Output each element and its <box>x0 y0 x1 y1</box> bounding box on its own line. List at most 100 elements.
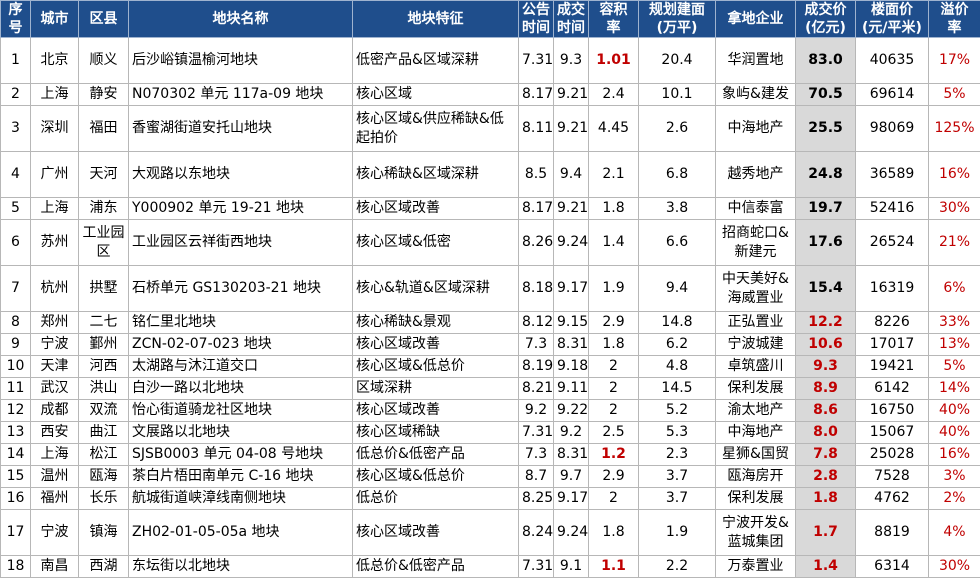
table-cell: 1.8 <box>589 198 639 220</box>
table-cell: 石桥单元 GS130203-21 地块 <box>129 266 353 312</box>
table-cell: 3% <box>929 466 980 488</box>
table-cell: 中海地产 <box>716 106 796 152</box>
table-cell: 7.31 <box>519 556 554 578</box>
header-cell: 区县 <box>79 1 129 38</box>
table-cell: 中海地产 <box>716 422 796 444</box>
table-cell: Y000902 单元 19-21 地块 <box>129 198 353 220</box>
table-cell: 9.15 <box>554 312 589 334</box>
table-cell: 9.4 <box>554 152 589 198</box>
table-cell: 1.8 <box>796 488 856 510</box>
table-cell: 2 <box>1 84 31 106</box>
table-cell: 1.9 <box>639 510 716 556</box>
table-cell: 3.8 <box>639 198 716 220</box>
table-cell: 中天美好&海威置业 <box>716 266 796 312</box>
table-cell: 3 <box>1 106 31 152</box>
table-cell: 7528 <box>856 466 929 488</box>
table-cell: 北京 <box>31 38 79 84</box>
table-cell: 浦东 <box>79 198 129 220</box>
table-cell: 成都 <box>31 400 79 422</box>
table-cell: 低总价 <box>353 488 519 510</box>
table-cell: 13% <box>929 334 980 356</box>
table-cell: 瓯海房开 <box>716 466 796 488</box>
table-cell: 2.1 <box>589 152 639 198</box>
table-cell: 40635 <box>856 38 929 84</box>
table-cell: 9.22 <box>554 400 589 422</box>
table-cell: 1.7 <box>796 510 856 556</box>
table-cell: 西湖 <box>79 556 129 578</box>
table-cell: 象屿&建发 <box>716 84 796 106</box>
table-cell: 9.7 <box>554 466 589 488</box>
table-cell: 7.8 <box>796 444 856 466</box>
header-row: 序 号城市区县地块名称地块特征公告 时间成交 时间容积 率规划建面 (万平)拿地… <box>1 1 980 38</box>
table-cell: 9.24 <box>554 220 589 266</box>
table-cell: 16 <box>1 488 31 510</box>
table-cell: 宁波 <box>31 510 79 556</box>
table-cell: 天河 <box>79 152 129 198</box>
table-cell: 静安 <box>79 84 129 106</box>
table-cell: 7.31 <box>519 38 554 84</box>
table-cell: 21% <box>929 220 980 266</box>
table-cell: 2.8 <box>796 466 856 488</box>
table-cell: 40% <box>929 400 980 422</box>
table-cell: 3.7 <box>639 488 716 510</box>
table-cell: 洪山 <box>79 378 129 400</box>
table-cell: 4.45 <box>589 106 639 152</box>
table-cell: 渝太地产 <box>716 400 796 422</box>
table-cell: 6 <box>1 220 31 266</box>
table-cell: 4.8 <box>639 356 716 378</box>
table-cell: 南昌 <box>31 556 79 578</box>
table-cell: 33% <box>929 312 980 334</box>
table-cell: 9.2 <box>554 422 589 444</box>
table-cell: 8.6 <box>796 400 856 422</box>
table-cell: 宁波开发&蓝城集团 <box>716 510 796 556</box>
table-cell: 12.2 <box>796 312 856 334</box>
header-cell: 序 号 <box>1 1 31 38</box>
table-cell: 13 <box>1 422 31 444</box>
table-cell: 9.2 <box>519 400 554 422</box>
table-cell: 8.31 <box>554 334 589 356</box>
table-cell: 10.1 <box>639 84 716 106</box>
table-cell: 低总价&低密产品 <box>353 556 519 578</box>
table-cell: 4762 <box>856 488 929 510</box>
table-cell: 8.21 <box>519 378 554 400</box>
table-cell: 17% <box>929 38 980 84</box>
table-cell: 6% <box>929 266 980 312</box>
table-cell: 香蜜湖街道安托山地块 <box>129 106 353 152</box>
table-cell: 9.1 <box>554 556 589 578</box>
table-cell: 6142 <box>856 378 929 400</box>
table-cell: 长乐 <box>79 488 129 510</box>
table-cell: 2 <box>589 400 639 422</box>
table-cell: 8.31 <box>554 444 589 466</box>
header-cell: 成交价 (亿元) <box>796 1 856 38</box>
table-cell: 9.4 <box>639 266 716 312</box>
table-cell: 7 <box>1 266 31 312</box>
table-cell: 20.4 <box>639 38 716 84</box>
table-cell: 1.2 <box>589 444 639 466</box>
table-cell: 1.8 <box>589 510 639 556</box>
table-cell: 19.7 <box>796 198 856 220</box>
table-cell: 1.4 <box>796 556 856 578</box>
table-cell: 松江 <box>79 444 129 466</box>
header-cell: 地块特征 <box>353 1 519 38</box>
table-cell: 11 <box>1 378 31 400</box>
table-cell: 69614 <box>856 84 929 106</box>
table-cell: 区域深耕 <box>353 378 519 400</box>
table-cell: 瓯海 <box>79 466 129 488</box>
table-cell: 17.6 <box>796 220 856 266</box>
table-cell: 2.9 <box>589 312 639 334</box>
table-cell: 文展路以北地块 <box>129 422 353 444</box>
table-cell: 70.5 <box>796 84 856 106</box>
header-cell: 规划建面 (万平) <box>639 1 716 38</box>
table-cell: 核心区域&低密 <box>353 220 519 266</box>
table-cell: 福州 <box>31 488 79 510</box>
table-cell: 星狮&国贸 <box>716 444 796 466</box>
